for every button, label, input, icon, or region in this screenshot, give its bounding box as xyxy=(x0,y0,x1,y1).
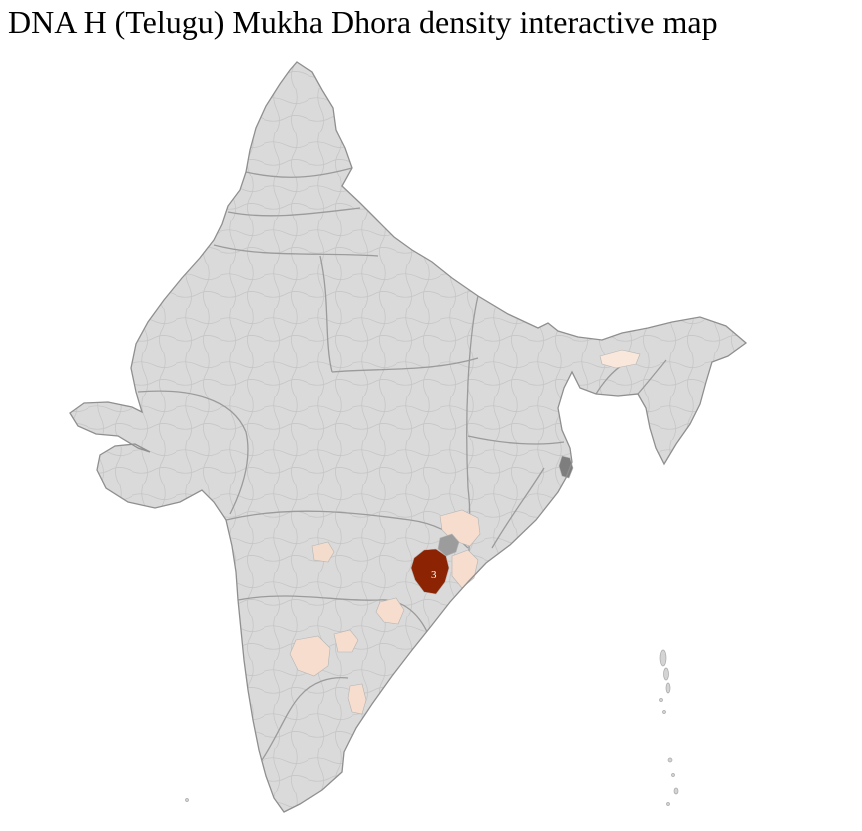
district-light-6[interactable] xyxy=(289,635,331,677)
district-dark-gray-bengal[interactable] xyxy=(558,455,574,479)
district-medium-gray[interactable] xyxy=(437,533,460,557)
nicobar-island xyxy=(673,787,679,795)
density-districts: 3 xyxy=(289,349,641,715)
andaman-island xyxy=(663,667,669,681)
nicobar-island xyxy=(667,757,673,763)
andaman-island xyxy=(659,649,667,667)
density-label: 3 xyxy=(431,569,437,581)
district-light-4[interactable] xyxy=(375,597,405,625)
district-light-3[interactable] xyxy=(311,541,335,563)
nicobar-island xyxy=(671,773,675,777)
andaman-island xyxy=(662,710,666,714)
andaman-island xyxy=(659,698,663,702)
nicobar-island xyxy=(666,802,670,806)
district-highest-density[interactable] xyxy=(410,548,450,595)
district-light-5[interactable] xyxy=(333,629,359,653)
islands[interactable] xyxy=(185,649,679,806)
lakshadweep-island xyxy=(185,798,189,802)
andaman-island xyxy=(665,682,671,694)
district-boundaries xyxy=(70,62,746,812)
district-light-assam[interactable] xyxy=(599,349,641,369)
page-title: DNA H (Telugu) Mukha Dhora density inter… xyxy=(8,4,718,40)
district-light-7[interactable] xyxy=(347,683,367,715)
